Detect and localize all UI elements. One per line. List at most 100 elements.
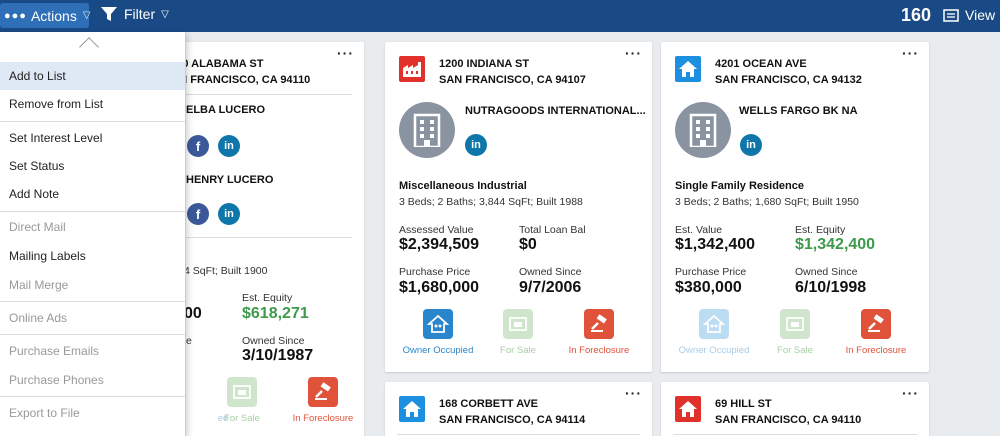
property-card[interactable]: ··· 69 HILL ST SAN FRANCISCO, CA 94110 — [661, 382, 929, 436]
foreclosure-text: In Foreclosure — [292, 413, 354, 424]
property-description: 4 SqFt; Built 1900 — [184, 265, 268, 277]
view-label: View — [965, 7, 996, 23]
more-icon[interactable]: ··· — [625, 385, 642, 401]
linkedin-icon[interactable]: in — [218, 135, 240, 157]
menu-item-add-to-list[interactable]: Add to List — [0, 62, 185, 90]
address-line2: SAN FRANCISCO, CA 94110 — [164, 74, 311, 86]
menu-divider — [0, 396, 185, 397]
filter-label: Filter — [124, 6, 156, 22]
owner-name: WELLS FARGO BK NA — [739, 105, 858, 117]
property-card[interactable]: ··· 168 CORBETT AVE SAN FRANCISCO, CA 94… — [385, 382, 652, 436]
purchase-price-value: $1,680,000 — [399, 279, 480, 296]
view-button[interactable]: View — [943, 7, 995, 23]
view-icon — [943, 8, 959, 22]
owner-occupied-status: Owner Occupied — [398, 309, 478, 356]
menu-divider — [0, 211, 185, 212]
menu-item-purchase-emails: Purchase Emails — [9, 344, 100, 358]
result-count: 160 — [901, 5, 932, 25]
menu-item-purchase-phones: Purchase Phones — [9, 373, 104, 387]
foreclosure-text: In Foreclosure — [568, 345, 630, 356]
est-equity-label: Est. Equity — [795, 224, 846, 236]
value-partial: 00 — [184, 305, 202, 322]
filter-icon — [101, 7, 117, 21]
address-line1: 69 HILL ST — [715, 398, 772, 410]
building-avatar-icon — [675, 102, 731, 158]
owner-name: NUTRAGOODS INTERNATIONAL... — [465, 105, 646, 117]
for-sale-text: For Sale — [777, 345, 813, 356]
divider — [118, 94, 352, 95]
est-value-label: Est. Value — [675, 224, 723, 236]
property-address: 4201 OCEAN AVE SAN FRANCISCO, CA 94132 — [715, 56, 862, 88]
total-loan-value: $0 — [519, 236, 537, 253]
foreclosure-gavel-icon — [584, 309, 614, 339]
divider — [118, 237, 352, 238]
divider — [673, 434, 917, 435]
linkedin-icon[interactable]: in — [218, 203, 240, 225]
address-line1: 168 CORBETT AVE — [439, 398, 539, 410]
menu-item-remove-from-list[interactable]: Remove from List — [9, 97, 104, 111]
house-icon — [675, 396, 701, 422]
more-icon[interactable]: ··· — [902, 385, 919, 401]
menu-item-set-status[interactable]: Set Status — [9, 159, 65, 173]
menu-item-mail-merge: Mail Merge — [9, 278, 69, 292]
facebook-icon[interactable]: f — [187, 135, 209, 157]
foreclosure-status: In Foreclosure — [836, 309, 916, 356]
divider — [397, 434, 640, 435]
owner-name: HENRY LUCERO — [186, 174, 274, 186]
foreclosure-status: In Foreclosure — [283, 377, 363, 424]
filter-button[interactable]: Filter ▽ — [100, 6, 169, 22]
owner-occupied-status: Owner Occupied — [674, 309, 754, 356]
more-icon[interactable]: ··· — [337, 45, 354, 61]
linkedin-icon[interactable]: in — [740, 134, 762, 156]
for-sale-status: For Sale — [478, 309, 558, 356]
dots-icon: ●●● — [4, 9, 27, 22]
property-address: 2000 ALABAMA ST SAN FRANCISCO, CA 94110 — [164, 56, 310, 88]
more-icon[interactable]: ··· — [625, 45, 642, 61]
est-equity-label: Est. Equity — [242, 292, 293, 304]
chevron-down-icon: ▽ — [161, 8, 169, 20]
actions-menu: Add to List Remove from List Set Interes… — [0, 32, 186, 436]
house-icon — [675, 56, 701, 82]
owner-name: ELBA LUCERO — [186, 104, 266, 116]
foreclosure-text: In Foreclosure — [845, 345, 907, 356]
property-type: Miscellaneous Industrial — [399, 180, 527, 192]
property-card[interactable]: ··· 1200 INDIANA ST SAN FRANCISCO, CA 94… — [385, 42, 652, 372]
for-sale-text: For Sale — [500, 345, 536, 356]
for-sale-text: For Sale — [224, 413, 260, 424]
property-description: 3 Beds; 2 Baths; 3,844 SqFt; Built 1988 — [399, 196, 583, 208]
actions-button[interactable]: ●●● Actions ▽ — [0, 3, 91, 28]
menu-caret-icon — [79, 37, 99, 57]
owned-since-value: 9/7/2006 — [519, 279, 582, 296]
owner-occupied-text: Owner Occupied — [402, 345, 474, 356]
owner-occupied-text: Owner Occupied — [678, 345, 750, 356]
for-sale-icon — [227, 377, 257, 407]
menu-divider — [0, 121, 185, 122]
owned-since-label: Owned Since — [519, 266, 582, 278]
label-partial: e — [186, 335, 192, 347]
menu-item-set-interest-level[interactable]: Set Interest Level — [9, 131, 103, 145]
building-avatar-icon — [399, 102, 455, 158]
address-line1: 2000 ALABAMA ST — [164, 58, 264, 70]
menu-item-mailing-labels[interactable]: Mailing Labels — [9, 249, 86, 263]
owner-occupied-text: ed — [217, 413, 229, 424]
menu-divider — [0, 301, 185, 302]
menu-item-export-to-file: Export to File — [9, 406, 80, 420]
more-icon[interactable]: ··· — [902, 45, 919, 61]
menu-item-direct-mail: Direct Mail — [9, 220, 66, 234]
purchase-price-value: $380,000 — [675, 279, 742, 296]
assessed-value: $2,394,509 — [399, 236, 480, 253]
foreclosure-status: In Foreclosure — [559, 309, 639, 356]
est-equity-value: $1,342,400 — [795, 236, 876, 253]
facebook-icon[interactable]: f — [187, 203, 209, 225]
address-line1: 4201 OCEAN AVE — [715, 58, 807, 70]
for-sale-status: For Sale — [755, 309, 835, 356]
linkedin-icon[interactable]: in — [465, 134, 487, 156]
actions-label: Actions — [30, 7, 77, 24]
property-card[interactable]: ··· 4201 OCEAN AVE SAN FRANCISCO, CA 941… — [661, 42, 929, 372]
menu-item-add-note[interactable]: Add Note — [9, 187, 60, 201]
property-type: Single Family Residence — [675, 180, 804, 192]
property-address: 168 CORBETT AVE SAN FRANCISCO, CA 94114 — [439, 396, 585, 428]
menu-item-online-ads: Online Ads — [9, 311, 68, 325]
foreclosure-gavel-icon — [861, 309, 891, 339]
address-line2: SAN FRANCISCO, CA 94110 — [715, 414, 862, 426]
